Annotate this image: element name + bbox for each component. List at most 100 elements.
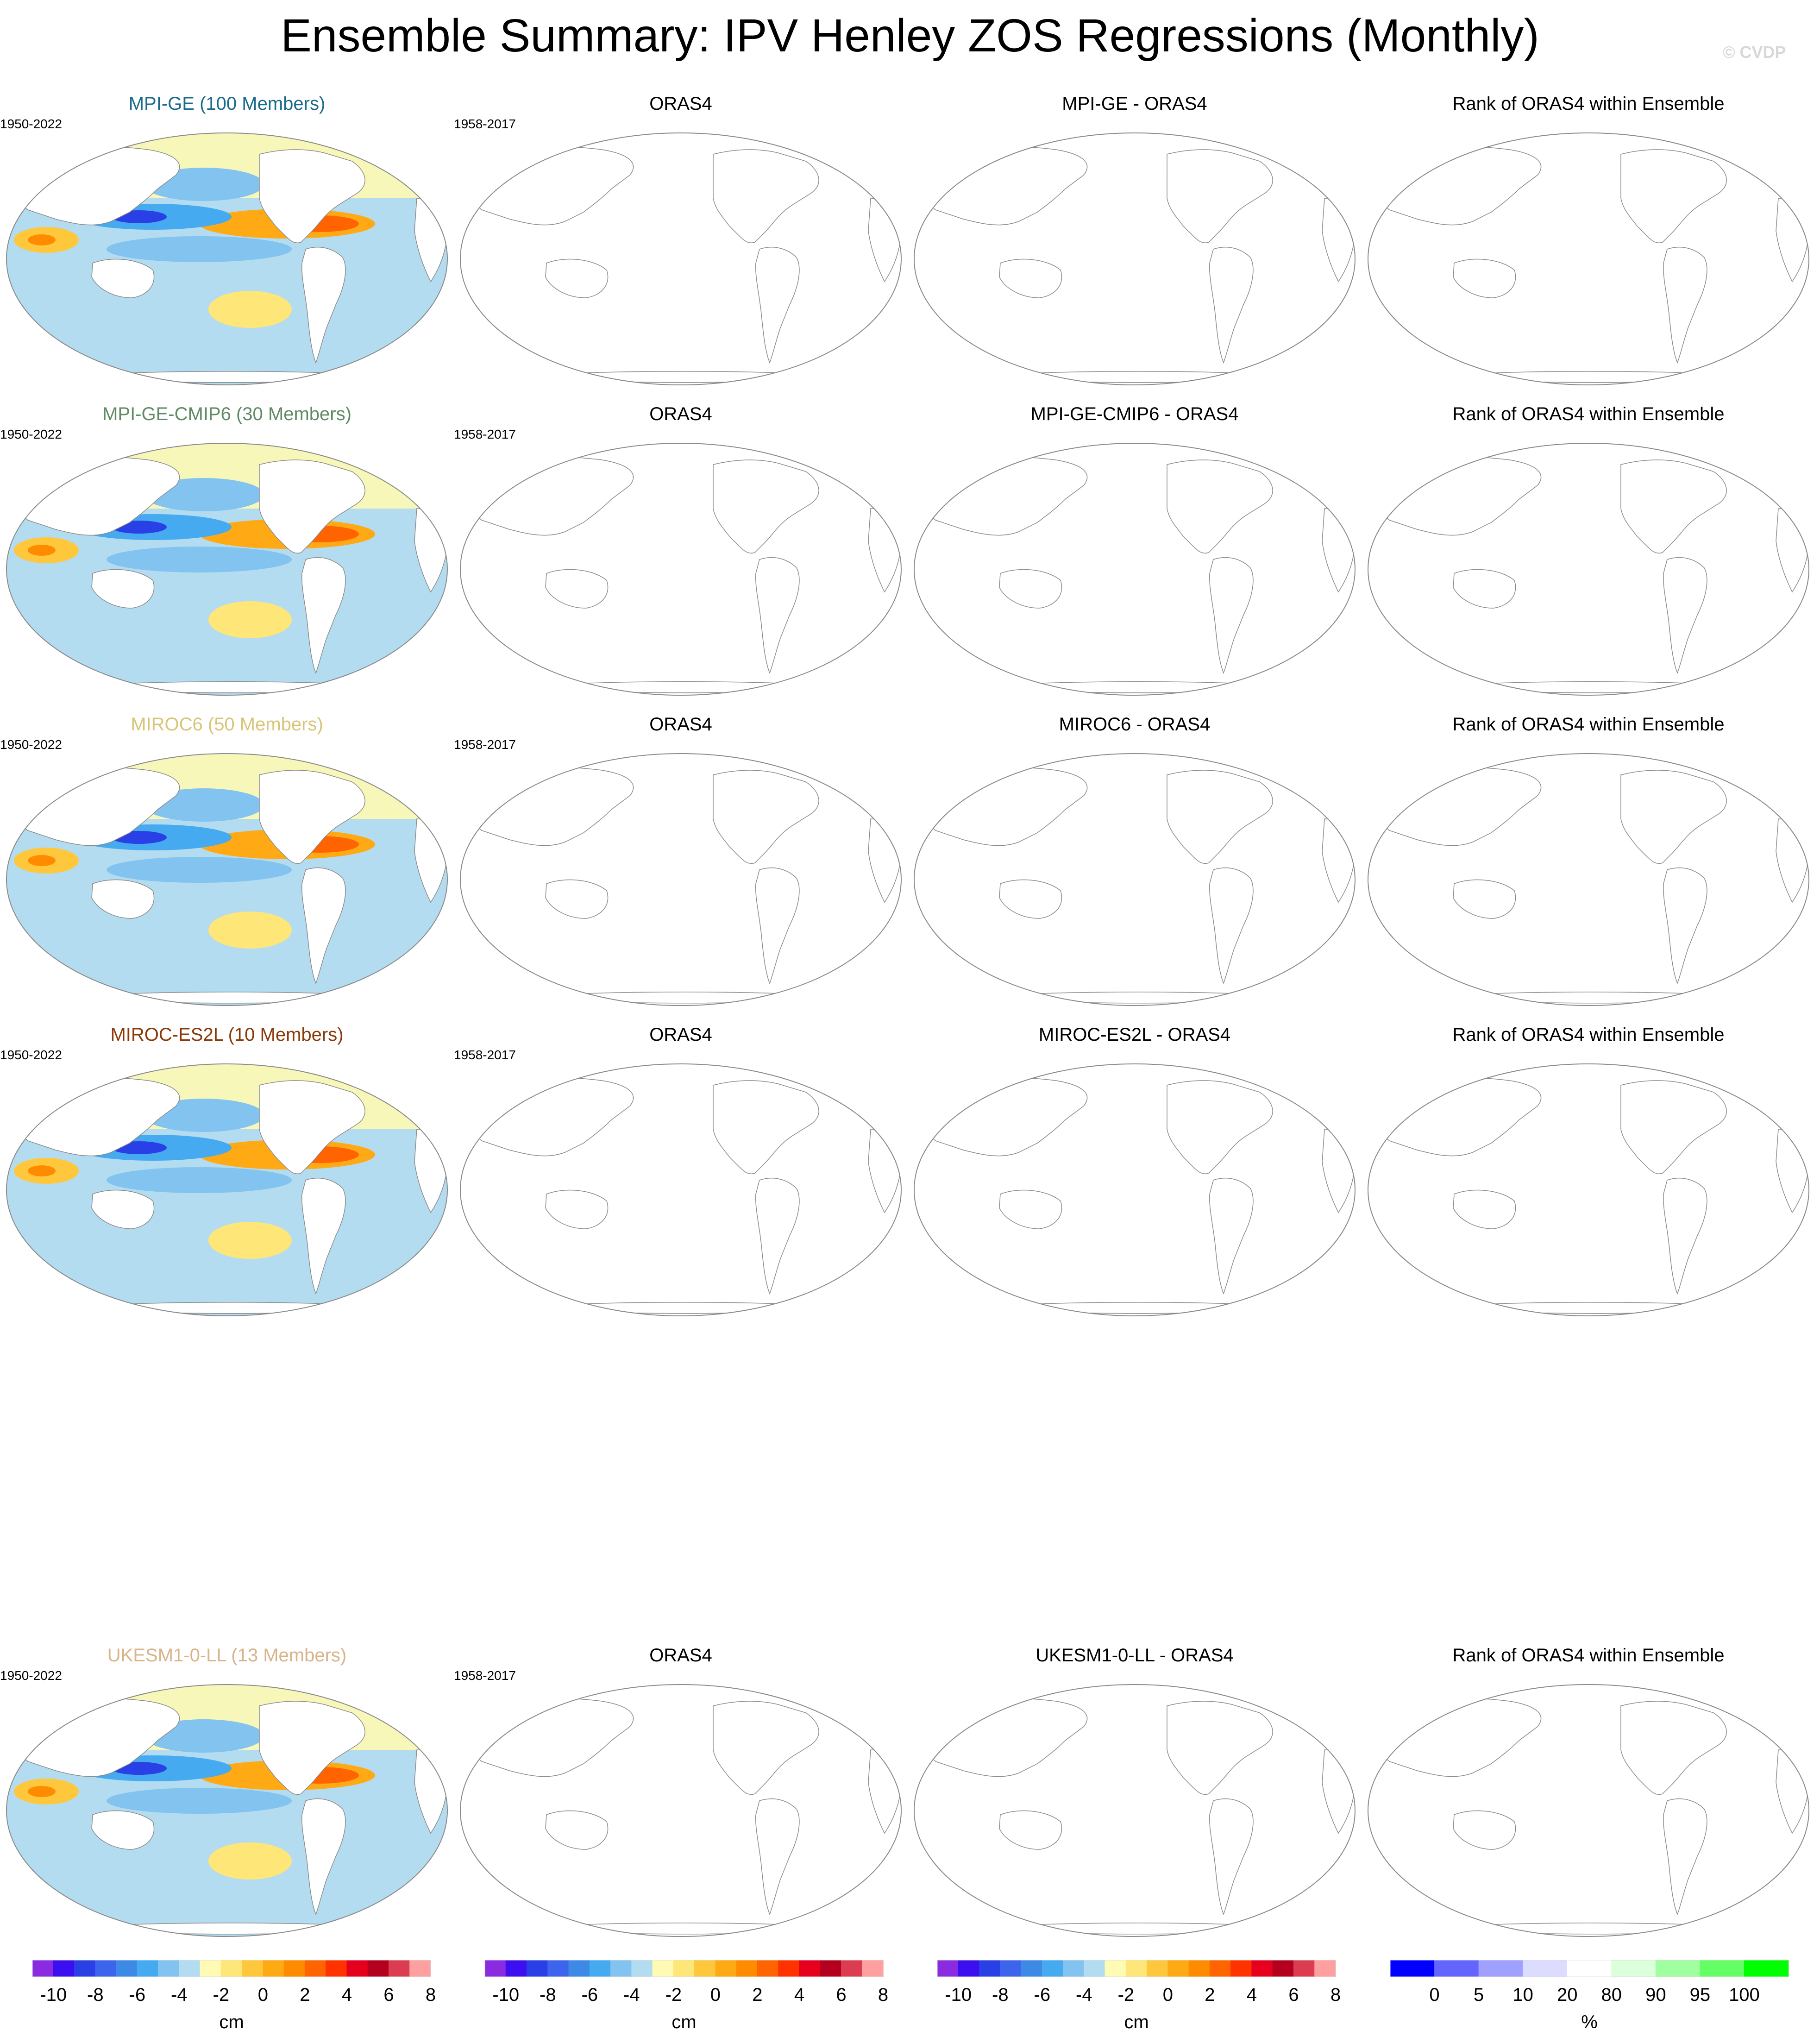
panel-period: 1950-2022	[0, 1048, 62, 1062]
greenland-shape	[360, 1692, 403, 1716]
colorbar-swatch	[200, 1960, 222, 1977]
colorbar-tick-label: 6	[383, 1985, 394, 2005]
greenland-shape	[814, 451, 857, 475]
north-america-shape	[1620, 1080, 1727, 1174]
colorbar-swatch	[1042, 1960, 1064, 1977]
north-america-shape	[713, 1080, 819, 1174]
antarctica-shape	[1431, 681, 1746, 693]
europe-shape	[870, 465, 901, 496]
europe-shape	[416, 154, 447, 186]
panel-row4-diff: MIROC-ES2L - ORAS4	[908, 1024, 1362, 1320]
antarctica-shape	[977, 681, 1293, 693]
difference-map	[914, 132, 1356, 385]
panel-row1-rank: Rank of ORAS4 within Ensemble	[1362, 93, 1815, 389]
colorbar-swatch	[979, 1960, 1001, 1977]
australia-shape	[545, 258, 609, 298]
colorbar-regression-3: -10-8-6-4-20246810 cm	[933, 1960, 1340, 2034]
panel-period: 1950-2022	[0, 427, 62, 441]
coastlines	[462, 761, 901, 1004]
panel-title: ORAS4	[649, 404, 712, 424]
panel-title: MIROC6 (50 Members)	[131, 714, 323, 735]
coastlines	[1370, 451, 1809, 693]
australia-shape	[999, 879, 1062, 919]
north-america-shape	[1167, 459, 1273, 553]
greenland-shape	[360, 451, 403, 475]
panel-title: Rank of ORAS4 within Ensemble	[1452, 1025, 1725, 1045]
antarctica-shape	[523, 992, 839, 1004]
europe-shape	[1324, 775, 1355, 806]
colorbar-tick-label: 6	[1288, 1985, 1299, 2005]
colorbar-swatch	[841, 1960, 863, 1977]
north-america-shape	[259, 770, 365, 864]
colorbar-swatch	[1105, 1960, 1127, 1977]
map-border	[6, 132, 448, 385]
colorbar-tick-label: -6	[582, 1985, 598, 2005]
panel-title: Rank of ORAS4 within Ensemble	[1452, 714, 1725, 735]
australia-shape	[999, 258, 1062, 298]
greenland-shape	[814, 1692, 857, 1716]
colorbar-tick-label: -6	[1034, 1985, 1051, 2005]
rank-map	[1368, 1684, 1809, 1937]
antarctica-shape	[523, 371, 839, 383]
southern-ocean-negative	[97, 638, 338, 666]
south-pacific-negative-band	[107, 1788, 292, 1814]
australia-shape	[1453, 879, 1516, 919]
australia-shape	[91, 1189, 155, 1229]
southern-ocean-negative	[97, 1880, 338, 1907]
obs-map	[460, 132, 902, 385]
colorbar-swatch	[1390, 1960, 1435, 1977]
colorbar-swatch	[346, 1960, 369, 1977]
south-america-shape	[1663, 557, 1707, 674]
map-border	[1368, 443, 1809, 696]
panel-title: ORAS4	[649, 94, 712, 114]
south-pacific-negative-band	[107, 857, 292, 883]
page-title: Ensemble Summary: IPV Henley ZOS Regress…	[281, 10, 1539, 62]
colorbar-swatch	[610, 1960, 632, 1977]
australia-shape	[545, 879, 609, 919]
antarctica-shape	[977, 1923, 1293, 1935]
colorbar-tick-label: 5	[1474, 1985, 1484, 2005]
colorbar-swatch	[263, 1960, 285, 1977]
colorbar-swatch	[367, 1960, 389, 1977]
colorbar-tick-label: -8	[540, 1985, 556, 2005]
obs-map	[460, 1063, 902, 1316]
antarctica-shape	[1431, 371, 1746, 383]
coastlines	[916, 140, 1355, 383]
colorbar-swatch	[388, 1960, 410, 1977]
greenland-shape	[360, 1071, 403, 1096]
colorbar-swatch	[505, 1960, 527, 1977]
colorbar-swatch	[1147, 1960, 1168, 1977]
colorbar-swatch	[1209, 1960, 1231, 1977]
colorbar-swatch	[32, 1960, 54, 1977]
colorbar-frame	[1390, 1960, 1789, 1977]
map-border	[914, 1063, 1356, 1316]
map-border	[914, 753, 1356, 1006]
panel-title: UKESM1-0-LL - ORAS4	[1036, 1645, 1234, 1666]
colorbar-swatch	[527, 1960, 548, 1977]
europe-shape	[416, 465, 447, 496]
panel-title: UKESM1-0-LL (13 Members)	[107, 1645, 347, 1666]
colorbar-tick-label: 95	[1690, 1985, 1711, 2005]
antarctica-shape	[69, 371, 385, 383]
colorbar-swatch	[220, 1960, 243, 1977]
colorbar-tick-label: 20	[1557, 1985, 1578, 2005]
antarctica-shape	[69, 1302, 385, 1314]
south-pacific-positive	[208, 912, 292, 949]
south-pacific-positive	[208, 1222, 292, 1259]
regression-map	[6, 443, 448, 696]
europe-shape	[870, 154, 901, 186]
panel-title: ORAS4	[649, 1645, 712, 1666]
greenland-shape	[814, 1071, 857, 1096]
map-border	[460, 132, 902, 385]
australia-shape	[91, 569, 155, 609]
colorbar-swatch	[958, 1960, 980, 1977]
colorbar-tick-label: -10	[945, 1985, 972, 2005]
south-america-shape	[1209, 557, 1254, 674]
colorbar-swatch	[1230, 1960, 1252, 1977]
australia-shape	[1453, 1810, 1516, 1850]
colorbar-swatch	[757, 1960, 779, 1977]
colorbar-swatch	[137, 1960, 159, 1977]
europe-shape	[416, 1085, 447, 1117]
coastlines	[462, 451, 901, 693]
south-america-shape	[1209, 867, 1254, 985]
